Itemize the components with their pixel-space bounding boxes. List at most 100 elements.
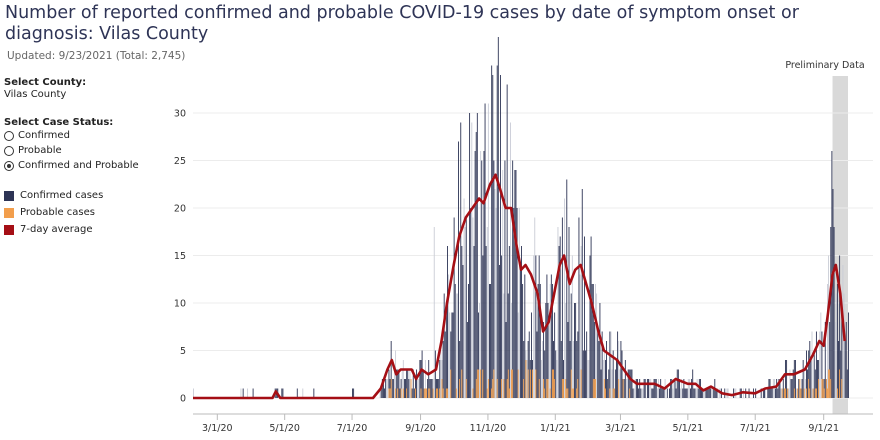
confirmed-bar (635, 379, 637, 398)
confirmed-bar (551, 284, 553, 398)
probable-bar (814, 388, 816, 398)
probable-bar (781, 388, 783, 398)
confirmed-bar (412, 369, 414, 398)
radio-selected-icon[interactable] (4, 160, 14, 171)
confirmed-bar (841, 312, 843, 398)
confirmed-bar (793, 360, 795, 398)
case-status-option-confirmed[interactable]: Confirmed (4, 128, 164, 143)
confirmed-bar (653, 379, 655, 398)
confirmed-bar (421, 350, 423, 398)
confirmed-bar (836, 284, 838, 398)
confirmed-bar (671, 379, 673, 398)
x-tick-label: 9/1/20 (405, 423, 436, 434)
confirmed-bar (557, 227, 559, 398)
confirmed-bar (438, 379, 440, 398)
case-status-option-confirmed-and-probable[interactable]: Confirmed and Probable (4, 158, 164, 173)
confirmed-bar (481, 160, 483, 398)
confirmed-bar (609, 331, 611, 398)
probable-bar (800, 388, 802, 398)
confirmed-bar (550, 274, 552, 398)
confirmed-bar (599, 303, 601, 398)
confirmed-bar (519, 265, 521, 398)
confirmed-bar (828, 255, 830, 398)
confirmed-bar (674, 379, 676, 398)
probable-bar (546, 379, 548, 398)
probable-bar (432, 388, 434, 398)
probable-bar (563, 379, 564, 398)
confirmed-bar (646, 379, 648, 398)
confirmed-bar (802, 360, 804, 398)
probable-bar (785, 388, 786, 398)
radio-icon[interactable] (4, 145, 14, 156)
confirmed-bar (639, 379, 641, 398)
confirmed-bar (839, 255, 841, 398)
confirmed-bar (641, 388, 643, 398)
confirmed-bar (516, 208, 518, 398)
confirmed-bar (789, 369, 791, 398)
confirmed-bar (706, 388, 708, 398)
legend-label: Confirmed cases (20, 190, 104, 201)
confirmed-bar (533, 255, 535, 398)
confirmed-bar (578, 217, 580, 398)
confirmed-bar (490, 284, 492, 398)
confirmed-bar (695, 388, 697, 398)
radio-icon[interactable] (4, 130, 14, 141)
y-tick-label: 10 (174, 299, 186, 310)
probable-bar (447, 388, 448, 398)
confirmed-bar (711, 388, 712, 398)
confirmed-bar (733, 388, 735, 398)
confirmed-bar (607, 379, 609, 398)
probable-bar (527, 369, 529, 398)
confirmed-bar (819, 331, 821, 398)
county-select[interactable]: Vilas County (4, 89, 67, 100)
confirmed-bar (497, 37, 499, 398)
confirmed-bar (676, 369, 678, 398)
confirmed-bar (762, 388, 764, 398)
confirmed-bar (479, 303, 480, 398)
confirmed-bar (611, 369, 613, 398)
confirmed-bar (401, 369, 403, 398)
confirmed-bar (621, 350, 623, 398)
confirmed-bar (240, 388, 242, 398)
preliminary-label: Preliminary Data (785, 60, 864, 71)
confirmed-bar (433, 227, 435, 398)
confirmed-bar (526, 360, 528, 398)
confirmed-bar (514, 170, 516, 398)
confirmed-bar (442, 341, 444, 398)
confirmed-bar (380, 388, 382, 398)
confirmed-bar (690, 388, 691, 398)
probable-bar (799, 379, 801, 398)
confirmed-bar (515, 170, 517, 398)
confirmed-bar (620, 341, 622, 398)
confirmed-bar (537, 284, 539, 398)
confirmed-bar (843, 293, 845, 398)
confirmed-bar (673, 379, 675, 398)
confirmed-bar (547, 303, 549, 398)
case-status-option-probable[interactable]: Probable (4, 143, 164, 158)
confirmed-bar (452, 312, 454, 398)
confirmed-bar (453, 217, 455, 398)
confirmed-bar (445, 303, 447, 398)
x-tick-label: 7/1/20 (337, 423, 368, 434)
confirmed-bar (681, 379, 683, 398)
confirmed-bar (844, 341, 846, 398)
confirmed-bar (391, 379, 393, 398)
probable-bar (812, 388, 814, 398)
confirmed-bar (403, 379, 405, 398)
confirmed-bar (424, 360, 426, 398)
confirmed-bar (642, 388, 644, 398)
confirmed-bar (530, 312, 532, 398)
confirmed-bar (508, 246, 510, 398)
confirmed-bar (546, 274, 548, 398)
y-tick-label: 30 (174, 109, 186, 120)
probable-bar (532, 369, 533, 398)
confirmed-bar (482, 255, 484, 398)
probable-bar (808, 379, 810, 398)
confirmed-bar (786, 360, 788, 398)
probable-bar (492, 379, 494, 398)
confirmed-bar (387, 379, 389, 398)
legend-item-confirmed: Confirmed cases (4, 187, 164, 204)
confirmed-bar (430, 379, 432, 398)
confirmed-bar (470, 208, 472, 398)
confirmed-bar (548, 322, 550, 398)
